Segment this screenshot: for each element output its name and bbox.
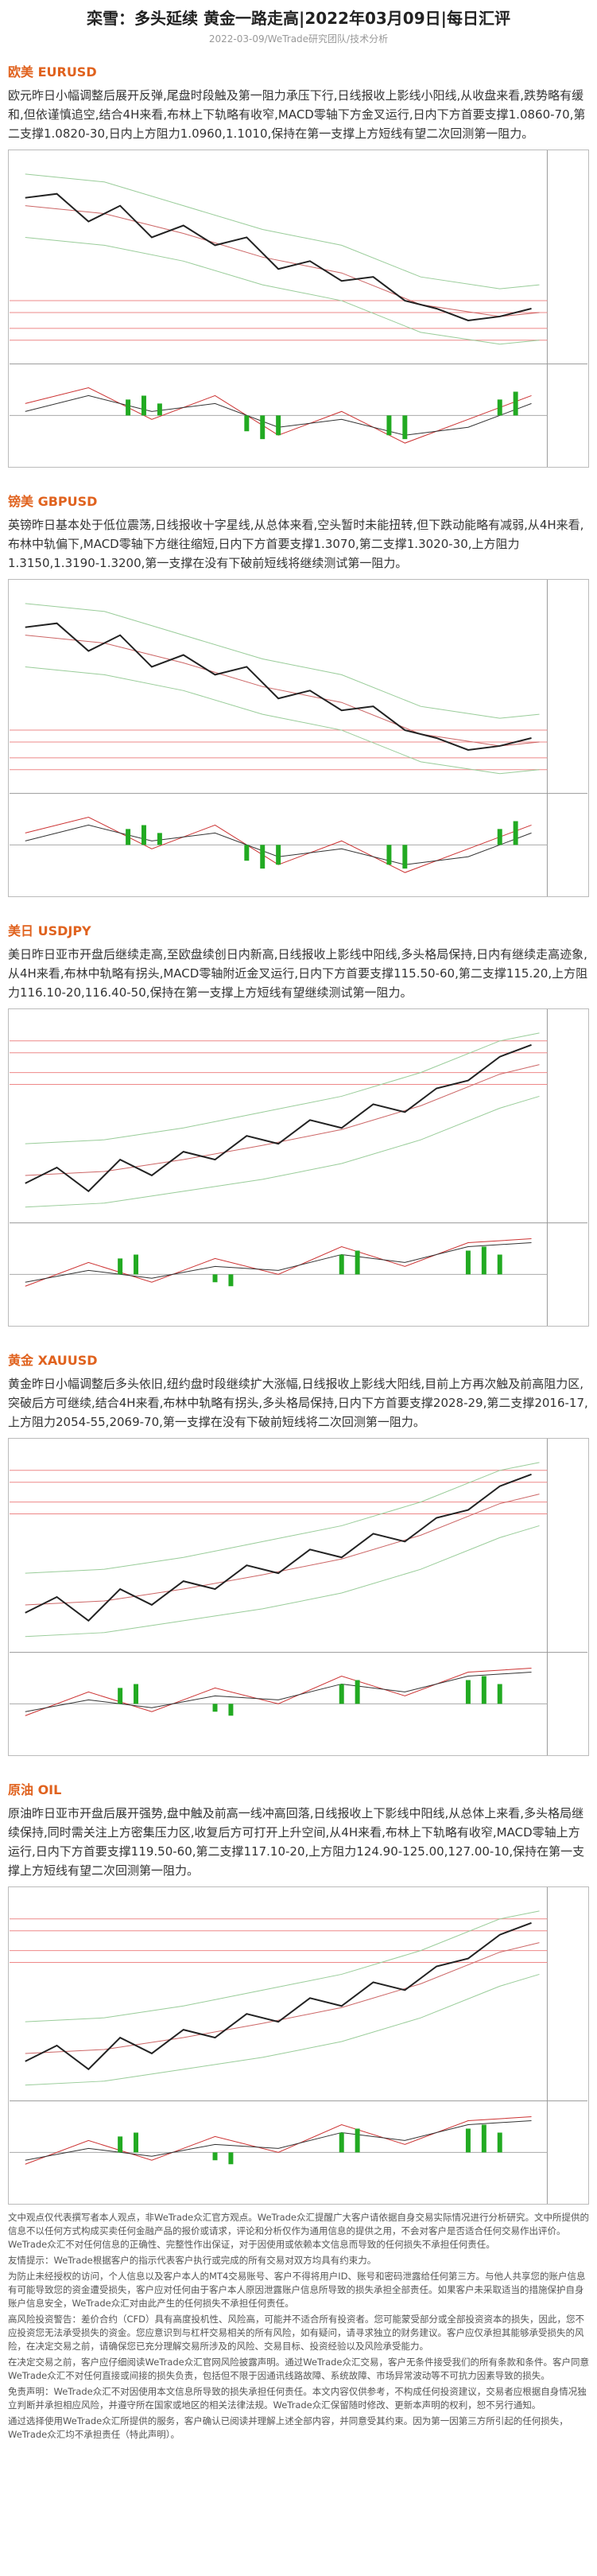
section: 欧美 EURUSD 欧元昨日小幅调整后展开反弹,尾盘时段触及第一阻力承压下行,日… [8,57,589,487]
disclaimer-paragraph: 免责声明：WeTrade众汇不对因使用本文信息所导致的损失承担任何责任。本文内容… [8,2386,587,2411]
section-body: 欧元昨日小幅调整后展开反弹,尾盘时段触及第一阻力承压下行,日线报收上影线小阳线,… [8,88,586,141]
disclaimer-paragraph: 友情提示：WeTrade根据客户的指示代表客户执行或完成的所有交易对双方均具有约… [8,2255,377,2266]
section-heading: 镑美 GBPUSD [8,494,98,509]
section-heading: 欧美 EURUSD [8,64,97,80]
disclaimer-paragraph: 文中观点仅代表撰写者本人观点，非WeTrade众汇官方观点。WeTrade众汇提… [8,2212,590,2250]
disclaimer-paragraph: 为防止未经授权的访问，个人信息以及客户本人的MT4交易账号、客户不得将用户ID、… [8,2271,586,2309]
section-body: 黄金昨日小幅调整后多头依旧,纽约盘时段继续扩大涨幅,日线报收上影线大阳线,目前上… [8,1377,588,1429]
section-heading: 美日 USDJPY [8,923,91,938]
section-body: 美日昨日亚市开盘后继续走高,至欧盘续创日内新高,日线报收上影线中阳线,多头格局保… [8,947,588,1000]
article: 栾雪：多头延续 黄金一路走高|2022年03月09日|每日汇评 2022-03-… [8,9,589,2442]
disclaimer-paragraph: 高风险投资警告：差价合约（CFD）具有高度投机性、风险高，可能并不适合所有投资者… [8,2314,584,2352]
section: 黄金 XAUUSD 黄金昨日小幅调整后多头依旧,纽约盘时段继续扩大涨幅,日线报收… [8,1346,589,1775]
chart-image [8,150,589,468]
section: 原油 OIL 原油昨日亚市开盘后展开强势,盘中触及前高一线冲高回落,日线报收上下… [8,1775,589,2205]
disclaimer-paragraph: 在决定交易之前，客户应仔细阅读WeTrade众汇官网风险披露声明。通过WeTra… [8,2356,590,2381]
article-meta: 2022-03-09/WeTrade研究团队/技术分析 [208,33,389,45]
chart-image [8,1438,589,1756]
chart-image [8,1886,589,2205]
section-body: 原油昨日亚市开盘后展开强势,盘中触及前高一线冲高回落,日线报收上下影线中阳线,从… [8,1806,585,1878]
disclaimer: 文中观点仅代表撰写者本人观点，非WeTrade众汇官方观点。WeTrade众汇提… [8,2211,589,2442]
chart-image [8,579,589,897]
section: 美日 USDJPY 美日昨日亚市开盘后继续走高,至欧盘续创日内新高,日线报收上影… [8,916,589,1346]
section: 镑美 GBPUSD 英镑昨日基本处于低位震荡,日线报收十字星线,从总体来看,空头… [8,487,589,916]
section-heading: 原油 OIL [8,1782,62,1797]
section-heading: 黄金 XAUUSD [8,1353,98,1368]
chart-image [8,1008,589,1327]
article-title: 栾雪：多头延续 黄金一路走高|2022年03月09日|每日汇评 [87,9,510,28]
disclaimer-paragraph: 通过选择使用WeTrade众汇所提供的服务，客户确认已阅读并理解上述全部内容，并… [8,2415,568,2440]
section-body: 英镑昨日基本处于低位震荡,日线报收十字星线,从总体来看,空头暂时未能扭转,但下跌… [8,518,584,570]
